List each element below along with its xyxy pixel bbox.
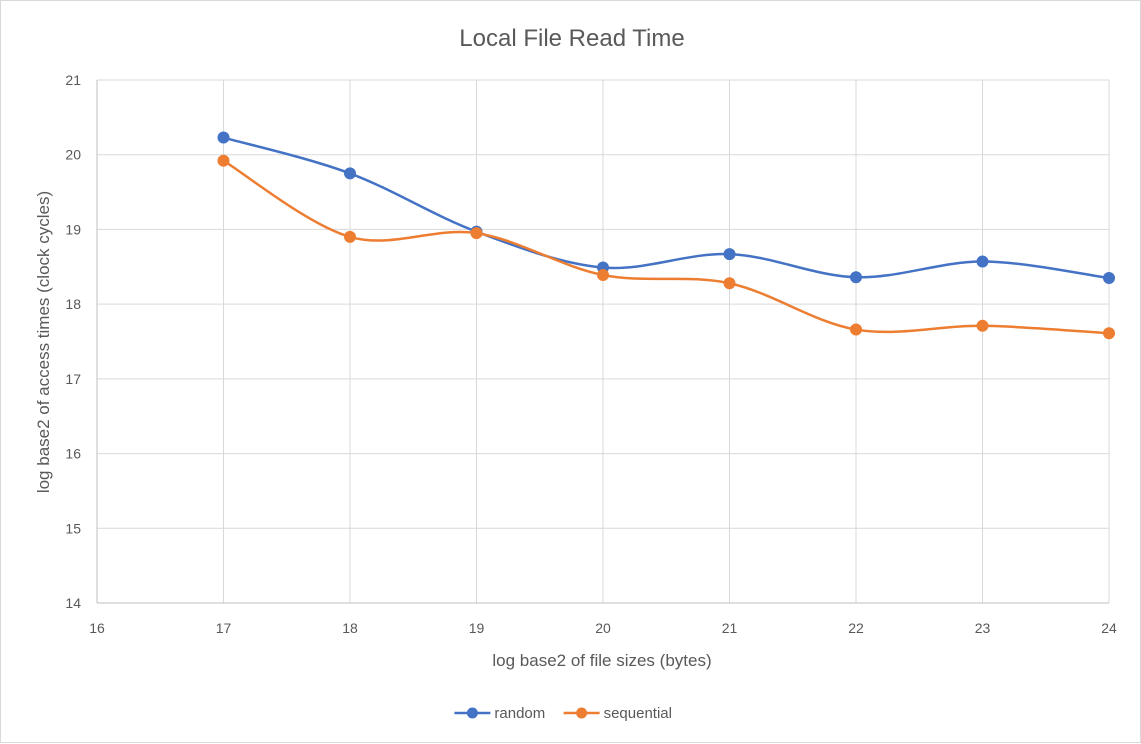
x-tick-label: 24 — [1101, 620, 1117, 636]
x-tick-label: 23 — [975, 620, 991, 636]
x-tick-label: 22 — [848, 620, 864, 636]
legend-item-random: random — [454, 705, 545, 722]
axes: 16 17 18 19 20 21 22 23 24 14 15 16 17 18 19 20 21 — [65, 72, 1117, 636]
legend-label: sequential — [604, 705, 672, 722]
series-line-sequential — [222, 159, 1111, 335]
x-tick-label: 21 — [722, 620, 738, 636]
y-tick-label: 20 — [65, 147, 81, 163]
data-point-random — [723, 248, 736, 261]
data-point-sequential — [470, 227, 483, 240]
x-tick-label: 19 — [469, 620, 485, 636]
data-point-random — [976, 255, 989, 268]
legend-item-sequential: sequential — [563, 705, 672, 722]
series-sequential — [217, 154, 1115, 340]
data-point-sequential — [597, 269, 609, 282]
y-tick-label: 16 — [65, 446, 81, 462]
series-layer — [217, 131, 1115, 340]
x-tick-label: 17 — [216, 620, 232, 636]
data-point-sequential — [344, 230, 356, 243]
x-axis-title: log base2 of file sizes (bytes) — [492, 651, 711, 670]
legend-marker — [576, 707, 588, 719]
y-tick-label: 21 — [65, 72, 81, 88]
x-tick-label: 18 — [342, 620, 358, 636]
x-tick-label: 16 — [89, 620, 105, 636]
data-point-sequential — [217, 154, 230, 167]
data-point-random — [344, 167, 356, 180]
series-line-random — [222, 136, 1111, 280]
data-point-random — [217, 131, 230, 144]
data-point-sequential — [976, 319, 989, 332]
x-tick-label: 20 — [595, 620, 611, 636]
legend: random sequential — [454, 705, 672, 722]
data-point-sequential — [723, 277, 736, 290]
y-tick-label: 18 — [65, 296, 81, 312]
gridlines — [96, 79, 1110, 604]
data-point-sequential — [850, 323, 862, 336]
chart-title: Local File Read Time — [459, 25, 684, 52]
y-tick-label: 19 — [65, 221, 81, 237]
legend-marker — [466, 707, 478, 719]
y-tick-label: 17 — [65, 371, 81, 387]
data-point-random — [850, 271, 862, 284]
y-tick-label: 14 — [65, 595, 81, 611]
y-axis-title: log base2 of access times (clock cycles) — [34, 191, 53, 493]
data-point-random — [1103, 271, 1115, 284]
data-point-sequential — [1103, 327, 1115, 340]
legend-label: random — [494, 705, 545, 722]
y-tick-label: 15 — [65, 520, 81, 536]
